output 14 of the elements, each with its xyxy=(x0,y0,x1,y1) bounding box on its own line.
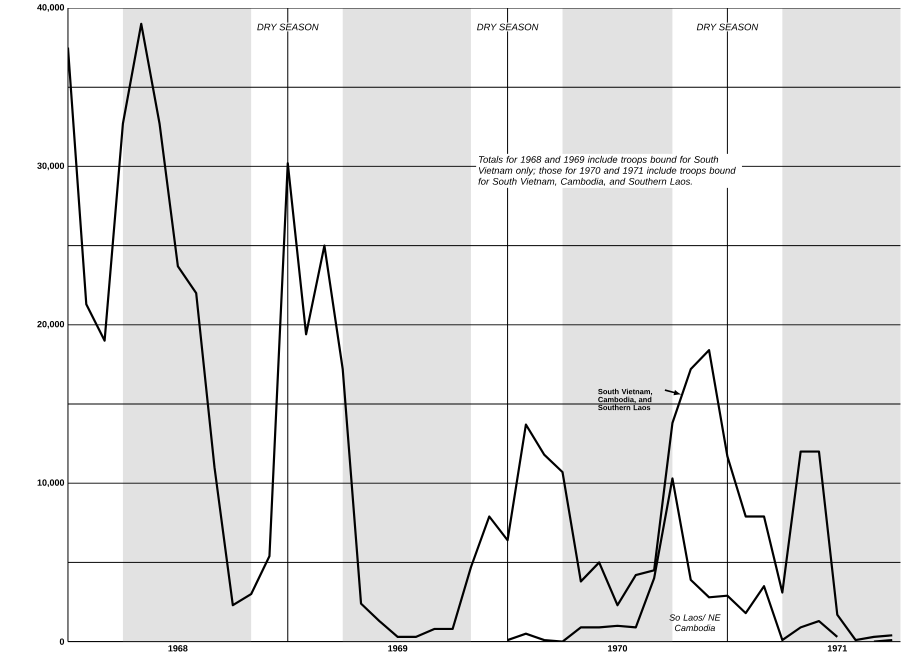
series-label: So Laos/ NE Cambodia xyxy=(669,614,721,632)
y-tick-label: 30,000 xyxy=(37,162,64,170)
x-tick-label: 1970 xyxy=(608,645,628,652)
x-tick-label: 1971 xyxy=(828,645,847,652)
annotation: Totals for 1968 and 1969 include troops bound for South Vietnam only; those for 1970 and 1971 include troops bound for South Vietnam, Cambodia, and Southern Laos. xyxy=(478,156,736,186)
annotation: DRY SEASON xyxy=(257,24,319,31)
y-tick-label: 40,000 xyxy=(37,4,64,12)
x-tick-label: 1968 xyxy=(168,645,188,652)
annotation: DRY SEASON xyxy=(696,24,758,31)
y-tick-label: 20,000 xyxy=(37,321,64,329)
y-tick-label: 0 xyxy=(60,638,64,646)
annotation: DRY SEASON xyxy=(477,24,538,31)
y-tick-label: 10,000 xyxy=(38,480,64,488)
x-tick-label: 1969 xyxy=(388,645,408,652)
